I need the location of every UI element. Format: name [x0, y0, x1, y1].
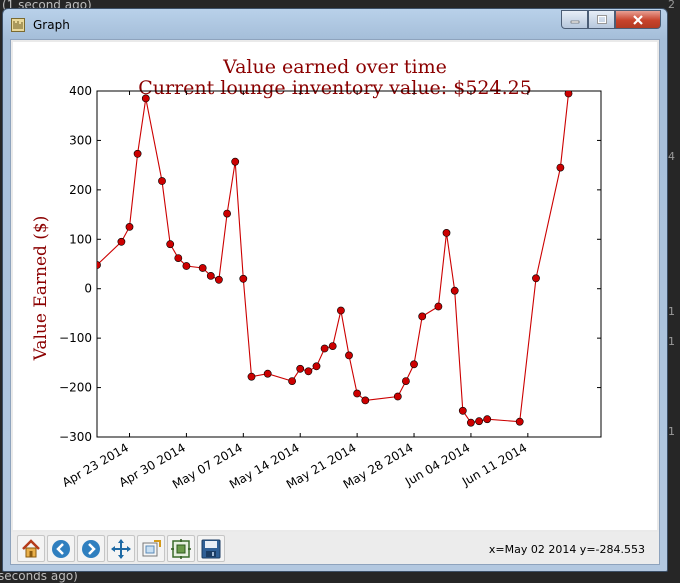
y-tick-label: −200	[59, 381, 92, 395]
save-icon	[201, 539, 221, 558]
data-point	[239, 274, 248, 283]
data-point	[458, 406, 467, 415]
home-icon	[22, 538, 40, 557]
data-point	[125, 222, 134, 231]
forward-button[interactable]	[77, 535, 105, 562]
zoom-icon	[142, 539, 161, 556]
data-point	[401, 377, 410, 385]
cursor-coordinates: x=May 02 2014 y=-284.553	[488, 543, 645, 556]
data-point	[141, 94, 150, 103]
data-point	[304, 367, 313, 376]
subplots-icon	[171, 538, 191, 559]
maximize-button[interactable]	[588, 10, 615, 29]
background-status-text-bottom: seconds ago)	[0, 569, 78, 583]
data-point	[296, 364, 305, 373]
data-point	[450, 286, 459, 295]
title-bar[interactable]: Graph	[3, 9, 667, 39]
background-char: 1	[668, 305, 675, 318]
data-point	[320, 344, 329, 353]
pan-icon	[111, 538, 131, 559]
save-button[interactable]	[197, 535, 225, 562]
y-tick-label: −300	[59, 430, 92, 444]
data-point	[556, 163, 565, 172]
data-point	[223, 209, 231, 218]
data-point	[442, 228, 451, 237]
y-tick-label: −100	[59, 331, 92, 345]
series-line	[97, 91, 571, 424]
graph-window: Graph Value earned over time Current lou…	[2, 8, 668, 572]
data-point	[182, 262, 191, 270]
data-point	[198, 264, 207, 272]
chart-subtitle: Current lounge inventory value: $524.25	[138, 77, 532, 99]
y-tick-label: 200	[69, 183, 92, 197]
plot-frame	[96, 90, 602, 438]
background-char: 4	[668, 150, 675, 163]
data-point	[117, 237, 126, 246]
zoom-button[interactable]	[137, 535, 165, 562]
y-tick-label: 300	[69, 133, 92, 147]
minimize-icon	[570, 20, 579, 23]
y-axis-label: Value Earned ($)	[31, 216, 51, 362]
plot-canvas[interactable]: Value earned over time Current lounge in…	[13, 42, 657, 530]
figure-area: Value earned over time Current lounge in…	[10, 39, 660, 565]
back-icon	[52, 539, 70, 558]
pan-button[interactable]	[107, 535, 135, 562]
window-title: Graph	[33, 18, 70, 32]
data-point	[483, 415, 492, 424]
back-button[interactable]	[47, 535, 75, 562]
data-point	[97, 261, 101, 269]
data-point	[263, 369, 272, 378]
close-icon	[633, 14, 643, 25]
close-button[interactable]	[615, 10, 661, 29]
background-char: 1	[668, 335, 675, 348]
background-char: 2	[668, 0, 675, 11]
data-point	[532, 274, 540, 283]
data-point	[573, 78, 580, 85]
data-point	[214, 275, 223, 284]
data-point	[434, 302, 443, 311]
forward-icon	[82, 539, 100, 558]
data-point	[133, 149, 142, 158]
data-point	[174, 254, 183, 262]
data-point	[475, 417, 483, 426]
data-point	[361, 396, 370, 405]
maximize-icon	[596, 15, 607, 24]
window-controls	[561, 10, 661, 30]
home-button[interactable]	[17, 535, 45, 562]
data-point	[206, 271, 215, 280]
data-point	[515, 417, 524, 426]
data-point	[466, 418, 475, 427]
data-point	[328, 342, 337, 350]
data-point	[288, 377, 296, 385]
data-point	[336, 306, 345, 315]
chart-title: Value earned over time	[223, 56, 447, 78]
data-point	[353, 389, 361, 398]
subplots-button[interactable]	[167, 535, 195, 562]
data-point	[393, 392, 402, 401]
navigation-toolbar: x=May 02 2014 y=-284.553	[11, 532, 659, 564]
app-icon[interactable]	[11, 18, 25, 32]
data-point	[410, 360, 418, 369]
data-point	[312, 362, 321, 371]
y-tick-label: 100	[69, 232, 92, 246]
data-point	[166, 240, 175, 249]
data-point	[231, 157, 240, 166]
y-tick-label: 400	[69, 84, 92, 98]
data-point	[418, 312, 427, 321]
y-tick-label: 0	[84, 282, 92, 296]
minimize-button[interactable]	[561, 10, 588, 29]
data-point	[247, 372, 256, 381]
data-point	[564, 91, 573, 98]
data-point	[345, 351, 353, 360]
background-char: 1	[668, 425, 675, 438]
data-point	[158, 177, 166, 185]
